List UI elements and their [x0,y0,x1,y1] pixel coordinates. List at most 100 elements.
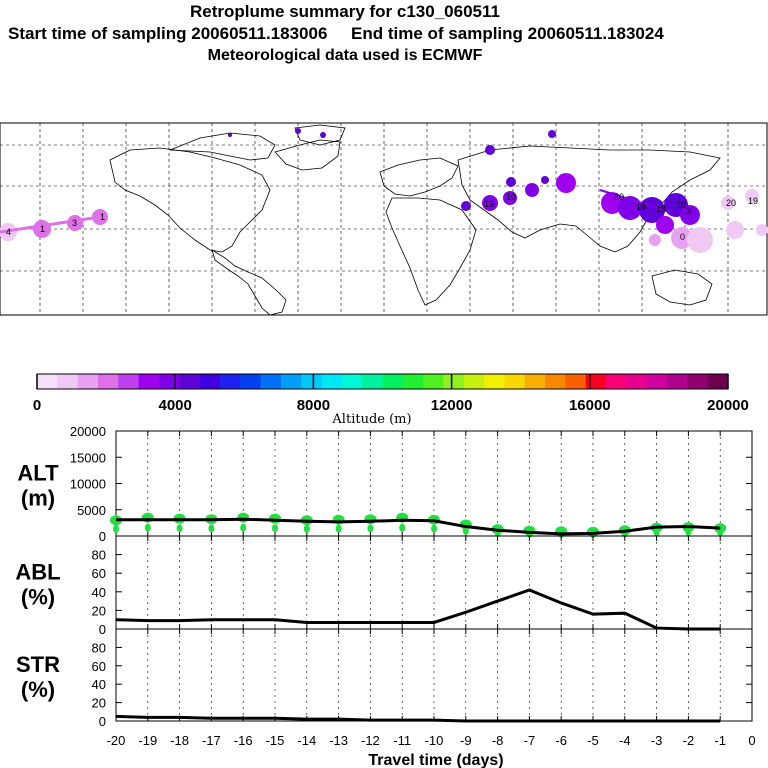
colorbar-swatch [687,374,709,389]
x-tick-label: -8 [492,733,504,748]
plume-label: 20 [726,198,736,208]
colorbar-swatch [606,374,627,389]
colorbar-swatch [565,374,587,389]
colorbar-swatch [280,374,302,389]
colorbar-swatch [443,374,465,389]
x-tick-label: -6 [555,733,567,748]
plume-label: 4 [6,227,11,237]
x-tick-label: -11 [393,733,411,748]
x-tick-label: -1 [714,733,726,748]
x-tick-label: -20 [107,733,126,748]
x-tick-label: -10 [425,733,444,748]
x-tick-label: -4 [619,733,631,748]
alt-dot [399,523,406,532]
colorbar-tick-label: 0 [33,397,41,414]
colorbar-label: Altitude (m) [331,412,411,427]
alt-dot [335,524,342,533]
x-tick-label: -7 [524,733,536,748]
plume-label: 18 [656,204,666,214]
alt-dot [208,524,215,533]
colorbar-swatch [504,374,526,389]
colorbar-swatch [260,374,282,389]
colorbar-swatch [362,374,383,389]
alt-dot [367,524,374,533]
alt-unit: (m) [21,486,55,511]
colorbar-swatch [138,374,160,389]
colorbar-swatch [158,374,180,389]
alt-dot [653,528,660,537]
colorbar-swatch [341,374,363,389]
abl-unit: (%) [21,585,55,610]
x-tick-label: -3 [651,733,663,748]
x-axis: -20 -19 -18 -17 -16 -15 -14 -13 -12 -11 -10 -9 -8 -7-… [107,733,756,768]
alt-ytick-label: 5000 [77,503,106,518]
str-ytick-label: 20 [92,696,106,711]
x-tick-label: -14 [297,733,316,748]
alt-dot [144,523,151,532]
colorbar-swatch [545,374,566,389]
coastlines [109,124,721,316]
x-tick-label: -9 [460,733,472,748]
plume-label: 3 [72,218,77,228]
abl-panel: 80 60 40 20 0 ABL(%) [15,535,753,637]
abl-ytick-label: 40 [92,585,106,600]
colorbar-swatch [484,374,505,389]
abl-ytick-label: 20 [92,603,106,618]
alt-dot [240,523,247,532]
plume-label: 20 [614,192,624,202]
str-series-line [115,714,721,723]
chart-title: Retroplume summary for c130_060511 [190,2,500,21]
colorbar-swatch [97,374,119,389]
alt-series-line [116,517,721,536]
abl-ytick-label: 0 [99,622,106,637]
colorbar-swatch [57,374,79,389]
alt-ytick-label: 10000 [70,477,106,492]
abl-ytick-label: 80 [92,548,106,563]
x-tick-label: -16 [234,733,253,748]
alt-dot [462,526,469,535]
x-tick-label: -19 [138,733,157,748]
alt-label: ALT [17,461,59,486]
colorbar-swatch [118,374,140,389]
colorbar-tick-label: 20000 [707,397,749,414]
colorbar-swatch [524,374,546,389]
abl-series-line [115,588,721,631]
x-tick-label: -17 [202,733,221,748]
alt-dot [431,524,437,533]
colorbar-swatch [321,374,343,389]
colorbar-swatch [301,374,323,389]
colorbar-swatch [585,374,607,389]
plume-label: 20 [676,200,686,210]
alt-ytick-label: 0 [99,529,106,544]
x-tick-label: -15 [266,733,285,748]
x-axis-label: Travel time (days) [368,752,503,768]
colorbar-tick-label: 12000 [431,397,473,414]
colorbar-swatch [219,374,241,389]
str-ytick-label: 80 [92,640,106,655]
x-tick-label: -13 [329,733,348,748]
x-tick-label: -5 [587,733,599,748]
colorbar-tick-label: 8000 [297,397,330,414]
str-label: STR [16,652,60,677]
str-unit: (%) [21,677,55,702]
plume-label: 3 [686,206,691,216]
str-ytick-label: 60 [92,659,106,674]
x-tick-label: -18 [170,733,189,748]
alt-panel: 20000 15000 10000 5000 0 ALT(m) [17,424,753,544]
plume-label: 1 [40,224,45,234]
alt-dot [237,512,250,523]
retroplume-track [0,128,768,253]
str-ytick-label: 40 [92,677,106,692]
plume-label: 19 [748,196,758,206]
alt-dot [113,524,119,533]
plume-label: 0 [680,232,685,242]
colorbar-swatch [626,374,648,389]
met-data-note: Meteorological data used is ECMWF [207,47,483,64]
str-ytick-label: 0 [99,714,106,729]
colorbar-swatch [37,374,58,389]
world-map: 20 19 18 20 19 10 20 19 1 3 1 4 3 0 [0,122,768,316]
alt-dot [303,524,310,533]
str-panel: 80 60 40 20 0 STR(%) [16,628,753,729]
x-tick-label: 0 [748,733,755,748]
plume-label: 10 [506,192,516,202]
